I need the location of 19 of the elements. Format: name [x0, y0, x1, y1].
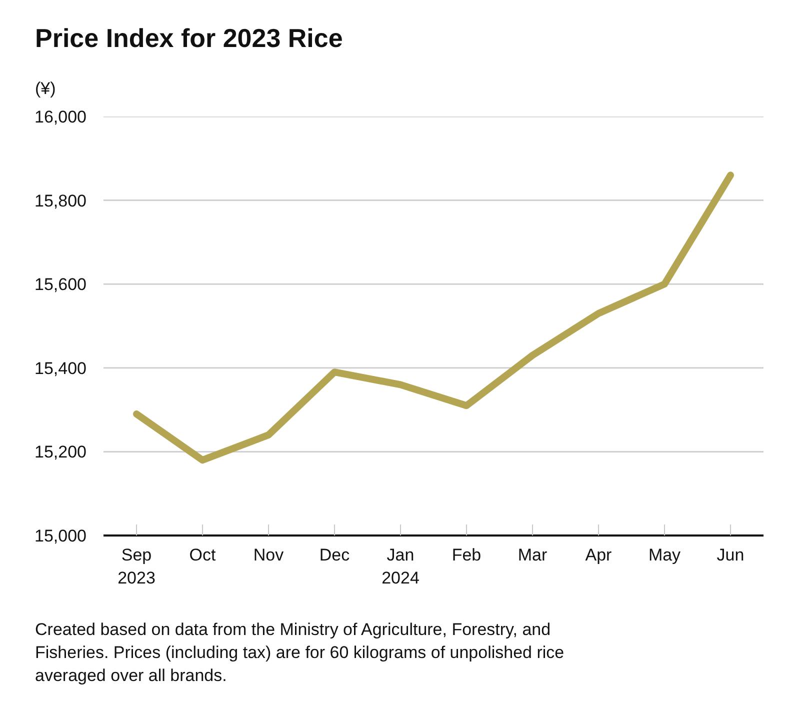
x-tick-label: Jan 2024 [382, 546, 420, 588]
y-tick-label: 15,400 [34, 358, 87, 378]
y-tick-label: 15,200 [34, 442, 87, 462]
chart-title: Price Index for 2023 Rice [35, 22, 343, 55]
x-tick-label: May [648, 546, 682, 564]
x-tick-label: Nov [253, 546, 284, 564]
x-tick-label: Oct [189, 546, 216, 564]
y-tick-label: 15,000 [34, 526, 87, 546]
text: Created based on data from the Ministry of Agriculture, Forestry, and Fisheries. Prices (including tax) are for 60 kilograms of unpolished rice averaged over all brands. [35, 619, 566, 687]
y-axis-title: (¥) [35, 78, 56, 100]
x-tick-label: Apr [585, 546, 612, 564]
y-tick-label: 15,600 [34, 275, 87, 294]
x-tick-label: Mar [518, 546, 548, 564]
y-tick-label: 16,000 [34, 108, 87, 126]
y-tick-label: 15,800 [34, 191, 87, 210]
x-tick-label: Jun [716, 546, 744, 564]
x-tick-label: Dec [319, 546, 350, 564]
x-tick-label: Sep 2023 [118, 546, 156, 588]
x-tick-label: Feb [452, 546, 482, 564]
